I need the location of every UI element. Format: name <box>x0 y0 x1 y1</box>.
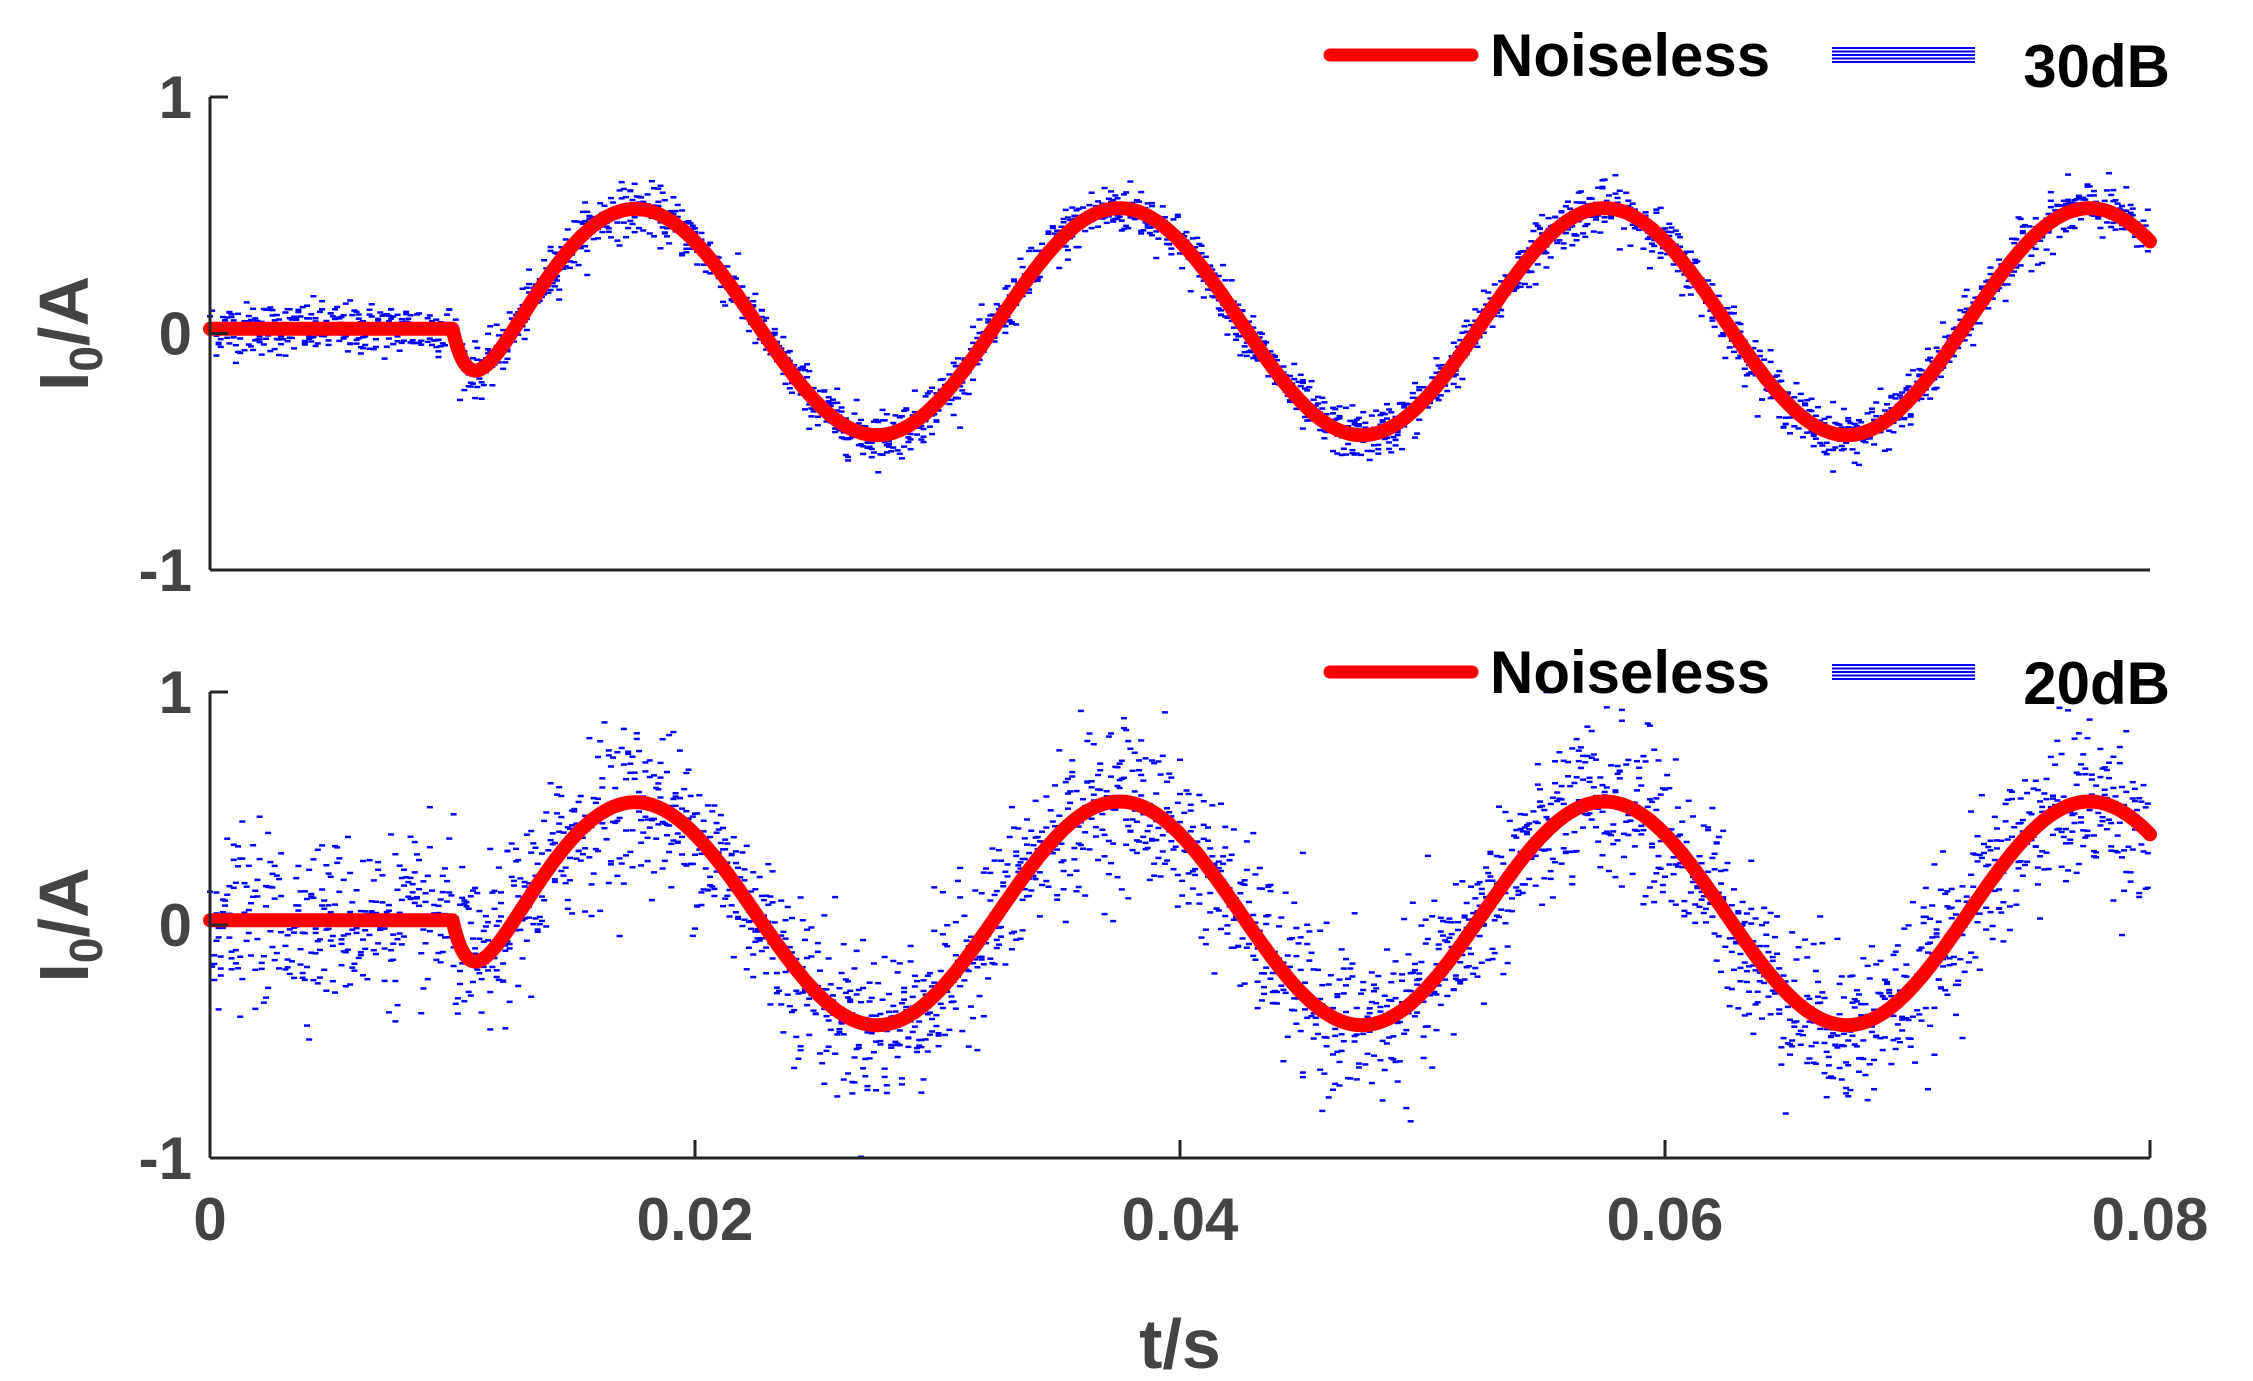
legend-label-noisy: 30dB <box>2023 33 2170 100</box>
y-axis-label-sub: 0 <box>60 346 112 372</box>
legend-label-noiseless: Noiseless <box>1490 22 1770 89</box>
y-axis-label-main: I <box>25 372 103 391</box>
y-tick-label: -1 <box>139 537 192 604</box>
series-noisy-20dB <box>207 690 2151 1159</box>
series-line-noiseless <box>203 201 2157 443</box>
legend: Noiseless 30dB <box>1323 22 2170 100</box>
y-axis-label: I0/A <box>25 276 112 391</box>
y-tick-label: 1 <box>159 64 192 131</box>
y-tick-label: 0 <box>159 301 192 368</box>
y-axis-label-tail: /A <box>25 276 103 346</box>
